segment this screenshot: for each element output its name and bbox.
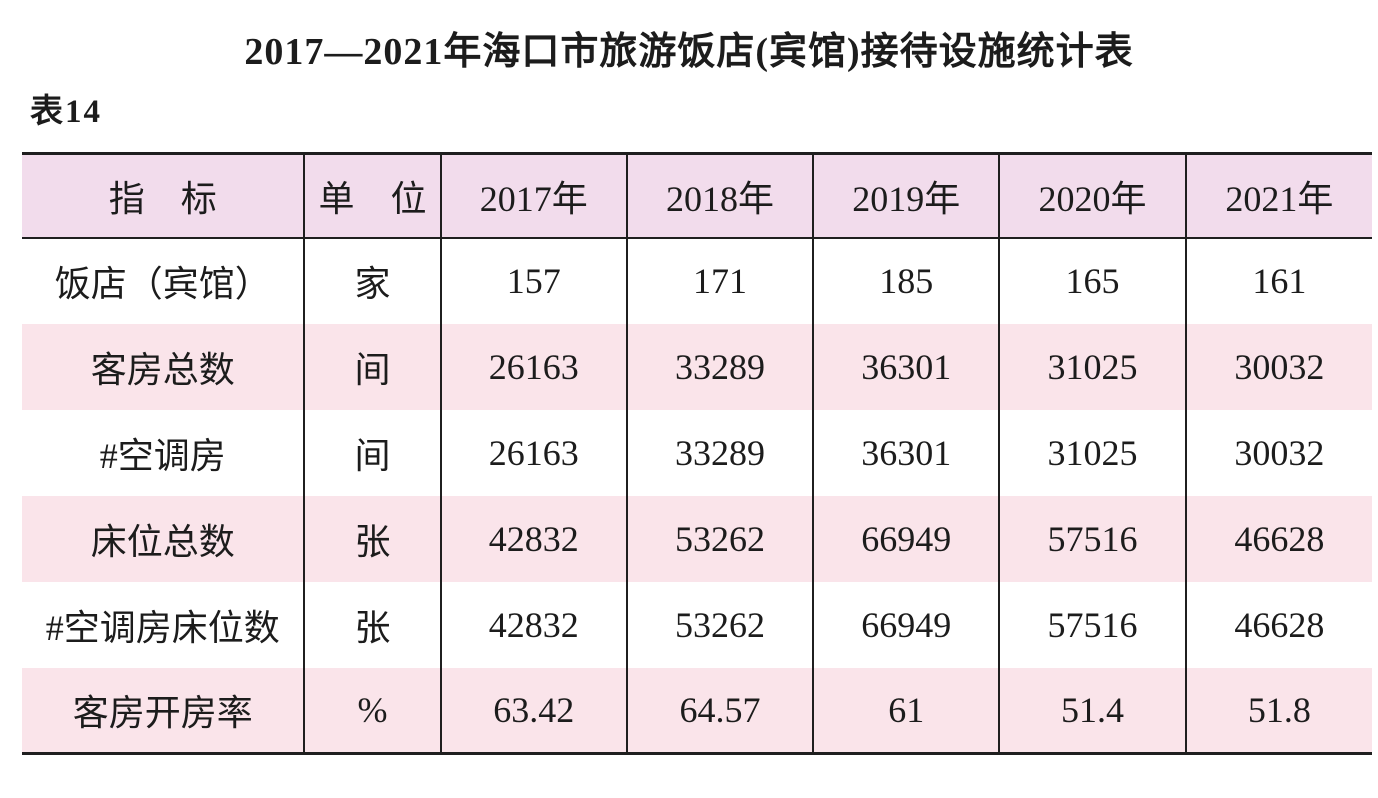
page-title: 2017—2021年海口市旅游饭店(宾馆)接待设施统计表 [244,31,1134,73]
cell-value: 46628 [1184,495,1372,582]
cell-value: 30032 [1184,323,1372,410]
cell-indicator: 客房总数 [22,323,306,410]
header-row: 指 标 单 位 2017年 2018年 2019年 2020年 2021年 [22,153,1372,238]
cell-value: 185 [812,237,1001,324]
cell-value: 42832 [439,581,628,668]
header-cell-year-2018: 2018年 [625,153,815,238]
header-cell-year-2020: 2020年 [998,153,1187,238]
cell-value: 33289 [625,323,815,410]
cell-indicator: 饭店（宾馆） [22,237,306,324]
table-row-occupancy-rate: 客房开房率 % 63.42 64.57 61 51.4 51.8 [22,667,1372,754]
cell-value: 30032 [1184,409,1372,496]
stats-table: 指 标 单 位 2017年 2018年 2019年 2020年 2021年 饭店… [22,152,1372,755]
cell-value: 36301 [812,323,1001,410]
cell-value: 51.4 [998,667,1187,754]
cell-indicator: 客房开房率 [22,667,306,754]
table-row-ac-beds: #空调房床位数 张 42832 53262 66949 57516 46628 [22,581,1372,668]
cell-value: 63.42 [439,667,628,754]
cell-value: 61 [812,667,1001,754]
cell-value: 26163 [439,409,628,496]
cell-value: 53262 [625,581,815,668]
cell-value: 42832 [439,495,628,582]
cell-unit: 间 [303,323,442,410]
header-cell-year-2021: 2021年 [1184,153,1372,238]
cell-indicator: 床位总数 [22,495,306,582]
cell-value: 57516 [998,581,1187,668]
header-cell-year-2017: 2017年 [439,153,628,238]
cell-unit: 家 [303,237,442,324]
cell-value: 51.8 [1184,667,1372,754]
header-cell-indicator: 指 标 [22,153,306,238]
header-cell-year-2019: 2019年 [812,153,1001,238]
cell-value: 53262 [625,495,815,582]
cell-unit: 张 [303,495,442,582]
cell-indicator: #空调房 [22,409,306,496]
cell-value: 31025 [998,409,1187,496]
cell-value: 66949 [812,495,1001,582]
table-row-total-rooms: 客房总数 间 26163 33289 36301 31025 30032 [22,323,1372,410]
cell-indicator: #空调房床位数 [22,581,306,668]
cell-value: 157 [439,237,628,324]
cell-value: 171 [625,237,815,324]
cell-value: 31025 [998,323,1187,410]
table-label: 表14 [30,94,102,130]
table-row-hotels: 饭店（宾馆） 家 157 171 185 165 161 [22,237,1372,324]
cell-unit: 间 [303,409,442,496]
cell-value: 33289 [625,409,815,496]
cell-value: 161 [1184,237,1372,324]
cell-value: 26163 [439,323,628,410]
cell-unit: 张 [303,581,442,668]
cell-unit: % [303,667,442,754]
cell-value: 57516 [998,495,1187,582]
header-cell-unit: 单 位 [303,153,442,238]
cell-value: 46628 [1184,581,1372,668]
cell-value: 36301 [812,409,1001,496]
cell-value: 64.57 [625,667,815,754]
cell-value: 66949 [812,581,1001,668]
table-row-ac-rooms: #空调房 间 26163 33289 36301 31025 30032 [22,409,1372,496]
cell-value: 165 [998,237,1187,324]
table-row-total-beds: 床位总数 张 42832 53262 66949 57516 46628 [22,495,1372,582]
